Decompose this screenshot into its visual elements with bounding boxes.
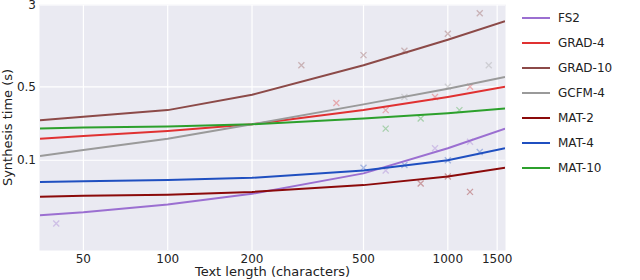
scatter-point xyxy=(383,126,389,132)
fit-line xyxy=(40,168,505,197)
scatter-point xyxy=(477,10,483,16)
legend-label: GRAD-4 xyxy=(558,36,605,50)
legend-label: MAT-4 xyxy=(558,136,594,150)
fit-line xyxy=(40,77,505,156)
legend-label: FS2 xyxy=(558,11,580,25)
legend-label: GRAD-10 xyxy=(558,61,612,75)
x-tick-label: 50 xyxy=(76,252,91,266)
scatter-point xyxy=(418,181,424,187)
fit-line xyxy=(40,109,505,129)
scatter-point xyxy=(383,107,389,113)
scatter-point xyxy=(486,62,492,68)
x-tick-label: 1000 xyxy=(433,252,464,266)
grid-line xyxy=(497,5,498,250)
scatter-point xyxy=(333,100,339,106)
legend-swatch xyxy=(522,67,550,69)
legend-swatch xyxy=(522,92,550,94)
scatter-point xyxy=(418,115,424,121)
scatter-point xyxy=(467,189,473,195)
legend-swatch xyxy=(522,17,550,19)
grid-line xyxy=(40,4,505,5)
legend-swatch xyxy=(522,42,550,44)
legend-swatch xyxy=(522,142,550,144)
fit-line xyxy=(40,87,505,139)
legend-swatch xyxy=(522,117,550,119)
legend-swatch xyxy=(522,167,550,169)
y-tick-label: 0.1 xyxy=(17,153,36,167)
scatter-point xyxy=(361,52,367,58)
legend-label: GCFM-4 xyxy=(558,86,605,100)
y-tick-label: 0.5 xyxy=(17,80,36,94)
legend-label: MAT-2 xyxy=(558,111,594,125)
grid-line xyxy=(363,5,364,250)
y-tick-label: 3 xyxy=(28,0,36,12)
y-axis-label: Synthesis time (s) xyxy=(0,69,15,186)
x-tick-label: 100 xyxy=(156,252,179,266)
scatter-point xyxy=(298,62,304,68)
scatter-point xyxy=(432,145,438,151)
x-tick-label: 1500 xyxy=(482,252,513,266)
legend-label: MAT-10 xyxy=(558,161,601,175)
marks xyxy=(40,10,505,226)
fit-line xyxy=(40,148,505,182)
grid-line xyxy=(251,5,252,250)
grid-line xyxy=(447,5,448,250)
plot-area xyxy=(40,5,505,250)
chart: 50100200500100015000.10.53Text length (c… xyxy=(0,0,640,280)
grid-line xyxy=(167,5,168,250)
x-axis-label: Text length (characters) xyxy=(194,264,350,279)
scatter-point xyxy=(53,221,59,227)
fit-line xyxy=(40,129,505,216)
scatter-point xyxy=(445,31,451,37)
x-tick-label: 500 xyxy=(352,252,375,266)
grid-line xyxy=(40,160,505,161)
fit-line xyxy=(40,21,505,120)
grid-line xyxy=(40,86,505,87)
